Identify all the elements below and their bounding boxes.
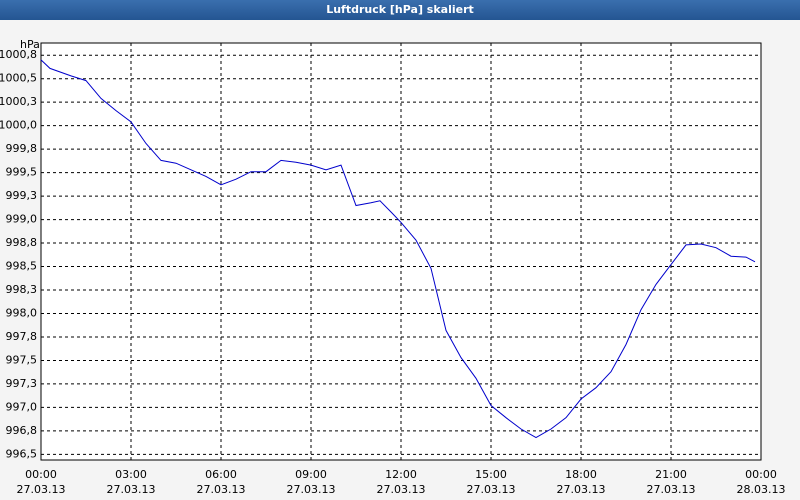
x-tick-label: 06:00 27.03.13 xyxy=(196,468,246,496)
y-tick-label: 1000,3 xyxy=(0,95,37,108)
plot-border xyxy=(40,42,762,461)
y-tick-label: 1000,5 xyxy=(0,72,37,85)
y-tick-label: 996,5 xyxy=(6,447,38,460)
y-tick-label: 998,5 xyxy=(6,260,38,273)
y-tick-label: 999,8 xyxy=(6,142,38,155)
y-tick-label: 998,3 xyxy=(6,283,38,296)
x-tick-label: 12:00 27.03.13 xyxy=(376,468,426,496)
plot-area xyxy=(41,43,761,460)
y-tick-label: 1000,0 xyxy=(0,119,37,132)
y-tick-label: 997,0 xyxy=(6,400,38,413)
y-tick-label: 999,0 xyxy=(6,213,38,226)
y-tick-label: 998,0 xyxy=(6,306,38,319)
x-tick-label: 00:00 28.03.13 xyxy=(736,468,786,496)
y-tick-label: 999,5 xyxy=(6,166,38,179)
x-tick-label: 00:00 27.03.13 xyxy=(16,468,66,496)
x-tick-label: 09:00 27.03.13 xyxy=(286,468,336,496)
title-bar: Luftdruck [hPa] skaliert xyxy=(0,0,800,20)
y-tick-label: 997,8 xyxy=(6,330,38,343)
y-tick-label: 997,5 xyxy=(6,353,38,366)
y-tick-label: 996,8 xyxy=(6,424,38,437)
y-axis-label: hPa xyxy=(20,38,40,51)
y-tick-label: 1000,8 xyxy=(0,48,37,61)
x-tick-label: 03:00 27.03.13 xyxy=(106,468,156,496)
y-tick-label: 998,8 xyxy=(6,236,38,249)
x-tick-label: 15:00 27.03.13 xyxy=(466,468,516,496)
data-line xyxy=(40,59,756,439)
x-tick-label: 21:00 27.03.13 xyxy=(646,468,696,496)
y-tick-label: 999,3 xyxy=(6,189,38,202)
x-tick-label: 18:00 27.03.13 xyxy=(556,468,606,496)
y-tick-label: 997,3 xyxy=(6,377,38,390)
